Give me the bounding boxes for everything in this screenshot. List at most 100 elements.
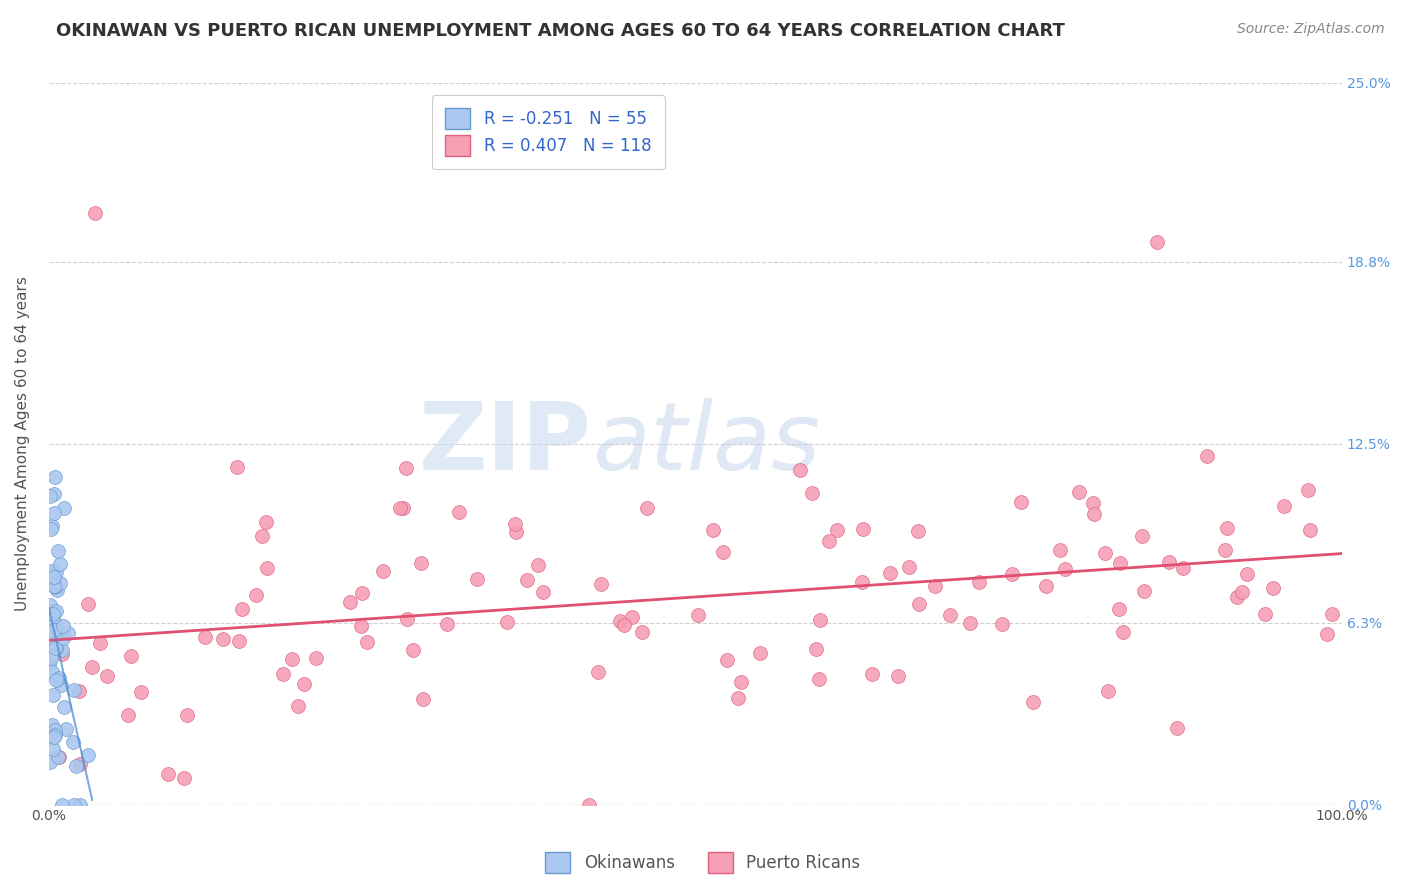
Point	[1215, 521, 1237, 535]
Point	[38, 756, 60, 770]
Point	[1097, 683, 1119, 698]
Point	[356, 635, 378, 649]
Point	[1195, 449, 1218, 463]
Point	[41, 519, 63, 533]
Point	[77, 747, 100, 762]
Point	[173, 771, 195, 785]
Point	[51, 647, 73, 661]
Point	[1069, 484, 1091, 499]
Point	[45, 579, 67, 593]
Point	[44, 580, 66, 594]
Point	[505, 516, 527, 531]
Point	[42, 486, 65, 500]
Point	[1272, 500, 1295, 514]
Point	[44, 615, 66, 630]
Point	[789, 462, 811, 476]
Point	[396, 612, 419, 626]
Point	[96, 669, 118, 683]
Point	[89, 636, 111, 650]
Point	[1146, 235, 1168, 249]
Point	[818, 533, 841, 548]
Point	[967, 575, 990, 590]
Point	[686, 608, 709, 623]
Point	[339, 595, 361, 609]
Point	[254, 516, 277, 530]
Point	[496, 615, 519, 629]
Point	[52, 699, 75, 714]
Point	[609, 614, 631, 628]
Point	[245, 588, 267, 602]
Point	[806, 641, 828, 656]
Point	[226, 460, 249, 475]
Point	[56, 625, 79, 640]
Point	[45, 640, 67, 655]
Point	[48, 671, 70, 685]
Point	[49, 678, 72, 692]
Point	[38, 657, 60, 672]
Point	[533, 584, 555, 599]
Point	[613, 618, 636, 632]
Point	[228, 634, 250, 648]
Point	[516, 573, 538, 587]
Point	[42, 742, 65, 756]
Point	[447, 505, 470, 519]
Point	[82, 659, 104, 673]
Legend: R = -0.251   N = 55, R = 0.407   N = 118: R = -0.251 N = 55, R = 0.407 N = 118	[432, 95, 665, 169]
Point	[52, 631, 75, 645]
Point	[851, 574, 873, 589]
Point	[924, 579, 946, 593]
Point	[52, 619, 75, 633]
Point	[44, 623, 66, 637]
Point	[38, 637, 60, 651]
Point	[46, 749, 69, 764]
Point	[120, 648, 142, 663]
Point	[1083, 495, 1105, 509]
Point	[44, 727, 66, 741]
Point	[39, 651, 62, 665]
Point	[38, 598, 60, 612]
Point	[41, 607, 63, 621]
Point	[41, 717, 63, 731]
Point	[250, 529, 273, 543]
Point	[256, 561, 278, 575]
Point	[959, 615, 981, 630]
Point	[62, 797, 84, 812]
Point	[51, 797, 73, 812]
Point	[287, 699, 309, 714]
Point	[578, 797, 600, 812]
Point	[808, 613, 831, 627]
Point	[41, 665, 63, 680]
Point	[1236, 567, 1258, 582]
Point	[727, 691, 749, 706]
Point	[589, 576, 612, 591]
Point	[46, 582, 69, 597]
Point	[412, 692, 434, 706]
Point	[231, 602, 253, 616]
Point	[350, 586, 373, 600]
Point	[1157, 555, 1180, 569]
Point	[45, 623, 67, 637]
Point	[879, 566, 901, 581]
Point	[1049, 543, 1071, 558]
Point	[1133, 584, 1156, 599]
Text: OKINAWAN VS PUERTO RICAN UNEMPLOYMENT AMONG AGES 60 TO 64 YEARS CORRELATION CHAR: OKINAWAN VS PUERTO RICAN UNEMPLOYMENT AM…	[56, 22, 1066, 40]
Point	[44, 728, 66, 742]
Point	[527, 558, 550, 572]
Point	[39, 522, 62, 536]
Point	[801, 486, 824, 500]
Legend: Okinawans, Puerto Ricans: Okinawans, Puerto Ricans	[538, 846, 868, 880]
Point	[42, 506, 65, 520]
Point	[44, 469, 66, 483]
Point	[716, 653, 738, 667]
Point	[117, 708, 139, 723]
Point	[825, 524, 848, 538]
Point	[304, 650, 326, 665]
Point	[1299, 523, 1322, 537]
Point	[392, 500, 415, 515]
Point	[51, 643, 73, 657]
Point	[1022, 694, 1045, 708]
Point	[1261, 581, 1284, 595]
Point	[194, 630, 217, 644]
Point	[436, 616, 458, 631]
Point	[860, 666, 883, 681]
